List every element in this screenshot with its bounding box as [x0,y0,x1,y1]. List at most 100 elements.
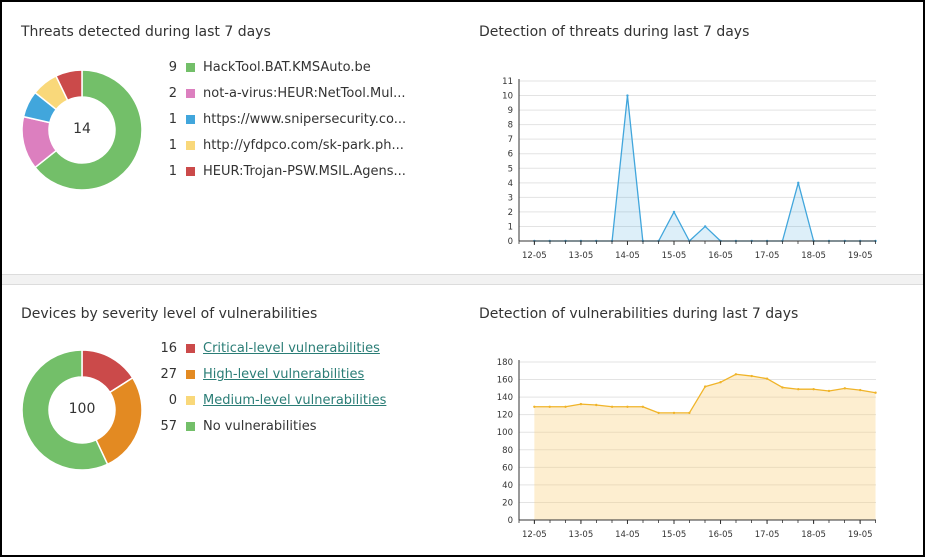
vulnerabilities-chart-data-point[interactable] [827,389,831,393]
threats-legend-count: 2 [168,86,177,101]
vulnerabilities-chart-x-tick-label: 17-05 [755,530,780,540]
vulnerabilities-chart-data-point[interactable] [797,388,800,391]
vulnerabilities-chart-data-point[interactable] [765,377,769,380]
vulnerabilities-chart-data-point[interactable] [641,405,645,408]
threats-legend-count: 1 [168,112,177,127]
vulnerabilities-chart-data-point[interactable] [688,411,691,415]
vulnerabilities-chart-x-tick-label: 19-05 [848,530,873,540]
vulnerabilities-legend-item[interactable]: 27 High-level vulnerabilities [157,366,386,392]
vulnerabilities-chart-y-tick-label: 160 [497,376,513,386]
threats-chart-x-tick-label: 15-05 [662,251,687,261]
threats-chart-y-tick-label: 10 [502,92,513,102]
vulnerabilities-chart-data-point[interactable] [672,411,676,415]
vulnerabilities-chart-y-tick-label: 60 [502,463,513,473]
threats-widget-title: Threats detected during last 7 days [21,24,271,40]
vulnerabilities-legend-item: 57 No vulnerabilities [157,418,386,444]
threats-slice-4[interactable] [54,69,83,102]
vulnerabilities-chart-data-point[interactable] [595,403,598,407]
threats-area-chart[interactable]: 0 1 2 3 4 5 6 7 8 9 10 11 12-05 13-05 14-05 15-05 16-05 1… [479,70,899,265]
threats-legend-swatch [186,115,195,124]
threats-chart-data-point[interactable] [672,210,676,214]
vulnerabilities-chart-x-tick-label: 15-05 [662,530,687,540]
threats-legend-item: 1 http://yfdpco.com/sk-park.ph... [157,137,406,163]
vulnerabilities-legend-label: No vulnerabilities [203,419,317,434]
vulnerabilities-chart-data-point[interactable] [548,405,551,408]
vulnerabilities-chart-data-point[interactable] [843,387,847,390]
vulnerabilities-legend-item[interactable]: 0 Medium-level vulnerabilities [157,392,387,418]
threats-chart-x-tick-label: 17-05 [755,251,780,261]
vulnerabilities-chart-y-tick-label: 80 [502,446,513,456]
vulnerabilities-chart-data-point[interactable] [657,411,660,415]
vulnerabilities-chart-x-tick-label: 14-05 [615,530,640,540]
vulnerabilities-chart-data-point[interactable] [858,388,862,392]
threats-chart-y-tick-label: 6 [508,150,513,160]
vulnerabilities-chart-data-point[interactable] [812,388,815,391]
threats-chart-data-point[interactable] [703,225,707,228]
vulnerabilities-legend-link[interactable]: Medium-level vulnerabilities [203,393,387,408]
threats-card: Threats detected during last 7 days 14 9… [2,2,923,274]
vulnerabilities-chart-data-point[interactable] [719,380,722,384]
threats-chart-area-fill [534,95,876,241]
threats-legend-label: https://www.snipersecurity.co... [203,112,407,127]
threats-chart-y-tick-label: 4 [508,179,513,189]
threats-legend-swatch [186,141,195,150]
vulnerabilities-chart-data-point[interactable] [626,405,629,408]
threats-chart-y-tick-label: 8 [508,121,513,131]
threats-legend-count: 1 [168,164,177,179]
vulnerabilities-chart-x-tick-label: 13-05 [569,530,594,540]
vulnerabilities-legend-count: 57 [160,419,177,434]
vulnerabilities-chart-y-tick-label: 180 [497,358,513,368]
vulnerabilities-legend-link[interactable]: High-level vulnerabilities [203,367,365,382]
threats-chart-y-tick-label: 0 [508,237,513,247]
threats-chart-y-tick-label: 5 [508,164,513,174]
threats-chart-data-point[interactable] [797,181,800,185]
threats-legend-swatch [186,167,195,176]
threats-legend-count: 9 [168,60,177,75]
vulnerabilities-legend-count: 16 [160,341,177,356]
vulnerabilities-legend-count: 27 [160,367,177,382]
threats-legend-item: 9 HackTool.BAT.KMSAuto.be [157,59,406,85]
threats-slice-0[interactable] [34,69,143,191]
vulnerabilities-slice-3[interactable] [21,349,109,471]
vulnerabilities-chart-data-point[interactable] [750,374,753,378]
vulnerabilities-chart-data-point[interactable] [579,402,583,406]
threats-chart-data-point[interactable] [626,94,629,97]
threats-total: 14 [73,121,91,137]
vulnerabilities-legend-item[interactable]: 16 Critical-level vulnerabilities [157,340,386,366]
threats-legend-label: HEUR:Trojan-PSW.MSIL.Agens... [203,164,406,179]
vulnerabilities-slice-1[interactable] [95,376,143,466]
vulnerabilities-chart-y-tick-label: 120 [497,411,513,421]
vulnerabilities-legend-swatch [186,344,195,353]
vulnerabilities-chart-data-point[interactable] [533,405,536,408]
threats-chart-x-tick-label: 18-05 [801,251,826,261]
vulnerabilities-chart-y-tick-label: 0 [508,516,513,526]
vulnerabilities-chart-data-point[interactable] [610,405,614,408]
vulnerabilities-chart-data-point[interactable] [703,385,707,388]
vulnerabilities-legend-link[interactable]: Critical-level vulnerabilities [203,341,380,356]
vulnerabilities-chart-data-point[interactable] [781,386,784,389]
vulnerabilities-donut-chart[interactable] [20,348,144,472]
threats-legend-item: 1 HEUR:Trojan-PSW.MSIL.Agens... [157,163,406,189]
threats-legend-swatch [186,63,195,72]
threats-chart-y-tick-label: 2 [508,208,513,218]
threats-chart-y-tick-label: 7 [508,135,513,145]
vulnerabilities-chart-data-point[interactable] [734,373,738,376]
vulnerabilities-chart-y-tick-label: 40 [502,481,513,491]
vulnerabilities-chart-x-tick-label: 12-05 [522,530,547,540]
vulnerabilities-chart-data-point[interactable] [874,391,877,394]
vulnerabilities-card: Devices by severity level of vulnerabili… [2,285,923,555]
threats-chart-y-tick-label: 3 [508,193,513,203]
threats-chart-y-tick-label: 11 [502,77,513,87]
vulnerabilities-chart-y-tick-label: 140 [497,393,513,403]
vulnerabilities-chart-data-point[interactable] [564,405,567,408]
threats-chart-x-tick-label: 19-05 [848,251,873,261]
vulnerabilities-chart-y-tick-label: 100 [497,428,513,438]
threats-legend-item: 1 https://www.snipersecurity.co... [157,111,406,137]
vulnerabilities-area-chart[interactable]: 0 20 40 60 80 100 120 140 160 180 12-05 13-05 14-05 1… [479,352,899,552]
threats-legend-label: not-a-virus:HEUR:NetTool.Mul... [203,86,406,101]
threats-chart-x-tick-label: 13-05 [569,251,594,261]
threats-chart-title: Detection of threats during last 7 days [479,24,750,40]
threats-legend: 9 HackTool.BAT.KMSAuto.be 2 not-a-virus:HEU… [157,59,406,189]
vulnerabilities-legend-swatch [186,370,195,379]
threats-donut-chart[interactable] [20,68,144,192]
